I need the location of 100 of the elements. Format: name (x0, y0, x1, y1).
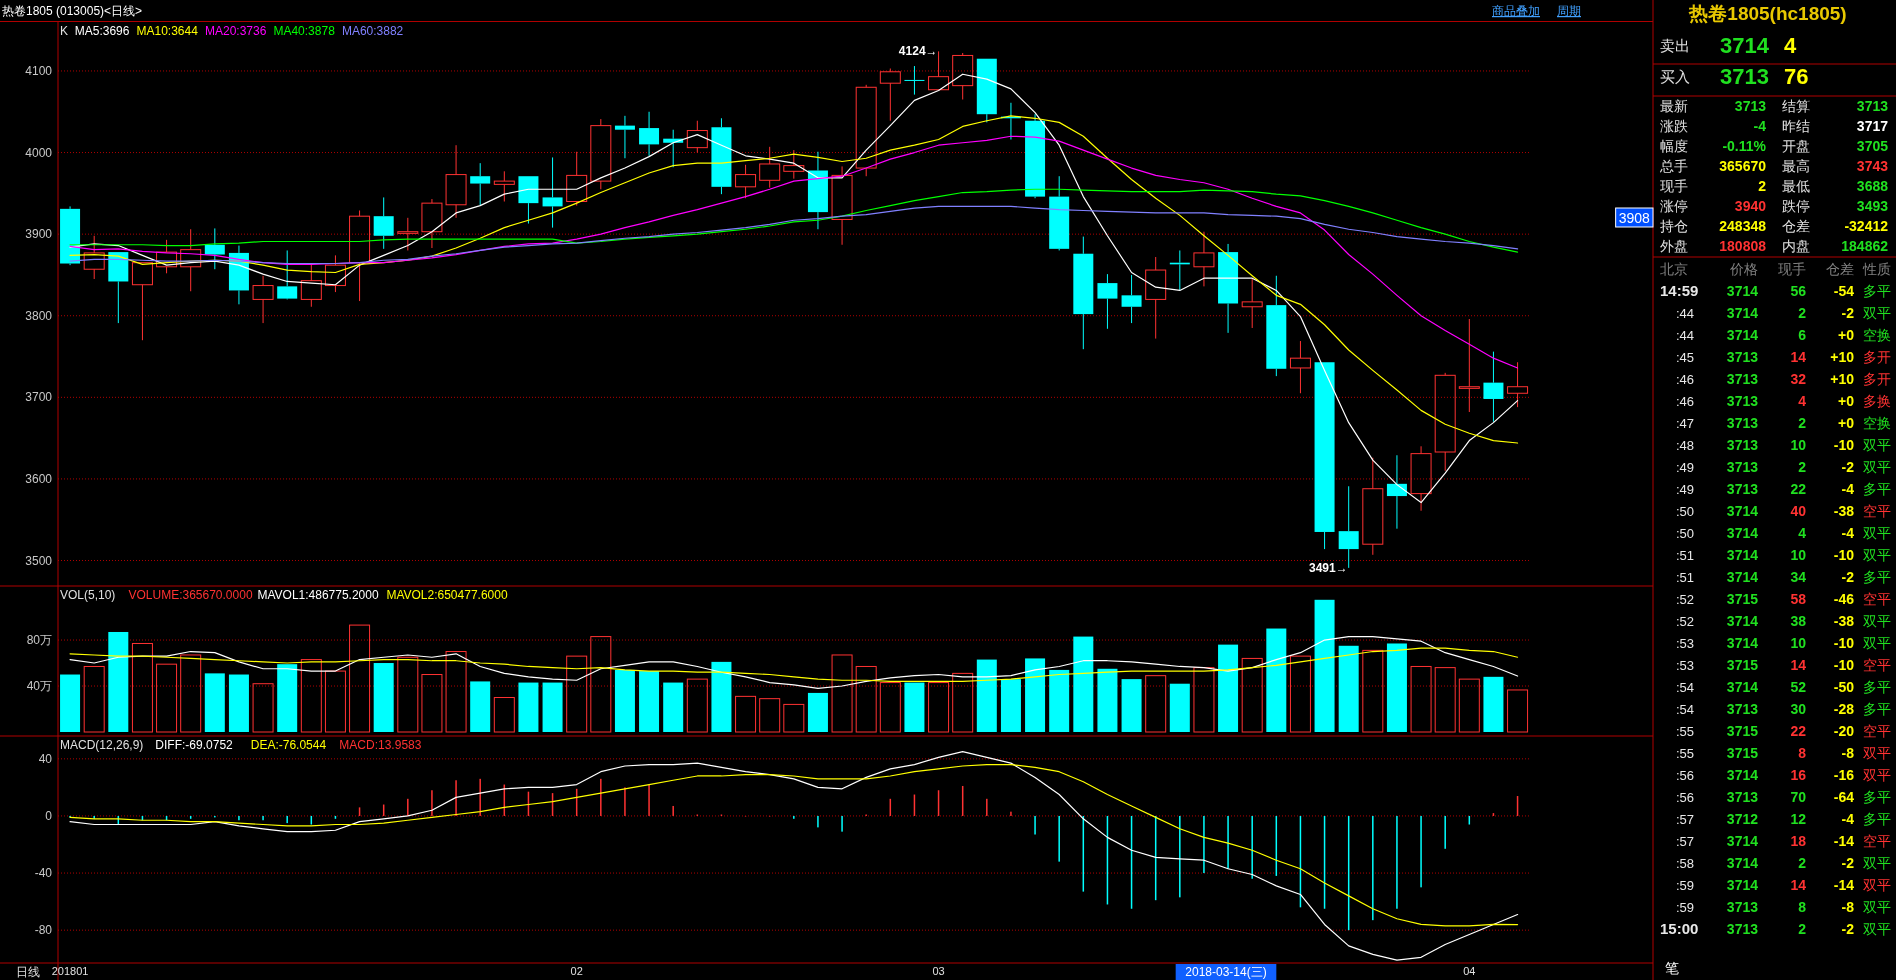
bar (976, 659, 997, 732)
text: -2 (1841, 855, 1855, 871)
text: 涨停 (1660, 198, 1688, 214)
legend-title: MACD(12,26,9) (60, 738, 144, 752)
bar (566, 655, 588, 733)
x-tick-label: 03 (932, 965, 945, 977)
text: 10 (1790, 547, 1807, 563)
text: -4 (1753, 118, 1767, 134)
y-tick-label: 4000 (25, 145, 53, 160)
text: -46 (1833, 591, 1855, 607)
text: :45 (1675, 350, 1694, 365)
bar (349, 624, 371, 733)
text: 双平 (1863, 305, 1891, 321)
text: -14 (1833, 833, 1855, 849)
text: 最高 (1782, 158, 1810, 174)
text: 双平 (1863, 525, 1891, 541)
bar (277, 664, 298, 732)
text: 多开 (1863, 349, 1891, 365)
text: 多平 (1863, 569, 1891, 585)
bar (1410, 665, 1432, 733)
text: -16 (1833, 767, 1855, 783)
text: 多平 (1863, 481, 1891, 497)
text: -4 (1841, 525, 1855, 541)
text: 空平 (1863, 503, 1891, 519)
text: 空平 (1863, 833, 1891, 849)
text: 多平 (1863, 701, 1891, 717)
text: -4 (1841, 811, 1855, 827)
bar (518, 682, 539, 732)
text: 3705 (1856, 138, 1889, 154)
bar (783, 703, 805, 733)
bar (108, 631, 129, 732)
line-series (69, 135, 1519, 369)
text: -2 (1841, 305, 1855, 321)
bar (204, 673, 225, 732)
text: 3713 (1734, 98, 1767, 114)
text: VOLUME:365670.0000 (128, 588, 253, 602)
text: 内盘 (1782, 238, 1810, 254)
text: MA20:3736 (204, 24, 267, 38)
text: 最新 (1660, 98, 1688, 114)
text: 现手 (1660, 178, 1688, 194)
y-tick-label: 40 (38, 751, 53, 766)
text: 3713 (1726, 921, 1759, 937)
text: 3713 (1726, 899, 1759, 915)
text: 3715 (1726, 723, 1759, 739)
text: -20 (1833, 723, 1855, 739)
text: -28 (1833, 701, 1855, 717)
text: 北京 (1660, 261, 1688, 277)
text: 14 (1790, 877, 1807, 893)
text: 22 (1790, 481, 1807, 497)
bar (1121, 679, 1142, 732)
legend-title: K (60, 24, 69, 38)
text: 3713 (1856, 98, 1889, 114)
text: 18 (1790, 833, 1807, 849)
bar (879, 682, 901, 733)
text: 2 (1798, 459, 1807, 475)
text: :54 (1675, 680, 1694, 695)
text: 3715 (1726, 591, 1759, 607)
text: :44 (1675, 306, 1694, 321)
text: :55 (1675, 724, 1694, 739)
annotation: 3491→ (1308, 560, 1348, 575)
bar (1049, 669, 1070, 732)
text: 性质 (1862, 261, 1891, 277)
text: 3714 (1726, 855, 1759, 871)
bar (493, 697, 515, 733)
text: 双平 (1863, 459, 1891, 475)
bar (156, 663, 178, 733)
text: 双平 (1863, 635, 1891, 651)
text: -2 (1841, 459, 1855, 475)
bar (759, 698, 781, 733)
bar (855, 665, 877, 733)
text: -14 (1833, 877, 1855, 893)
y-tick-label: 3700 (25, 390, 53, 405)
text: -38 (1833, 503, 1855, 519)
text: 笔 (1665, 960, 1679, 976)
text: 14:59 (1660, 282, 1699, 299)
text: 最低 (1782, 178, 1810, 194)
text: 2 (1798, 305, 1807, 321)
bar (300, 659, 322, 733)
bar (1338, 645, 1359, 732)
text: 空平 (1863, 723, 1891, 739)
text: :44 (1675, 328, 1694, 343)
line-series (69, 635, 1519, 689)
text: -4 (1841, 481, 1855, 497)
bar (1241, 657, 1263, 733)
text: 现手 (1778, 261, 1806, 277)
bar (252, 683, 274, 733)
text: 180808 (1719, 238, 1767, 254)
text: :51 (1675, 548, 1694, 563)
y-tick-label: 3800 (25, 308, 53, 323)
bar (807, 692, 828, 732)
bar (228, 674, 249, 732)
bar (590, 636, 612, 733)
text: 3713 (1720, 64, 1769, 89)
text: -0.11% (1722, 138, 1767, 154)
text: 涨跌 (1660, 118, 1688, 134)
text: 58 (1790, 591, 1807, 607)
text: -2 (1841, 569, 1855, 585)
text: 双平 (1863, 855, 1891, 871)
text: :46 (1675, 394, 1694, 409)
y-tick-label: 80万 (26, 633, 52, 648)
